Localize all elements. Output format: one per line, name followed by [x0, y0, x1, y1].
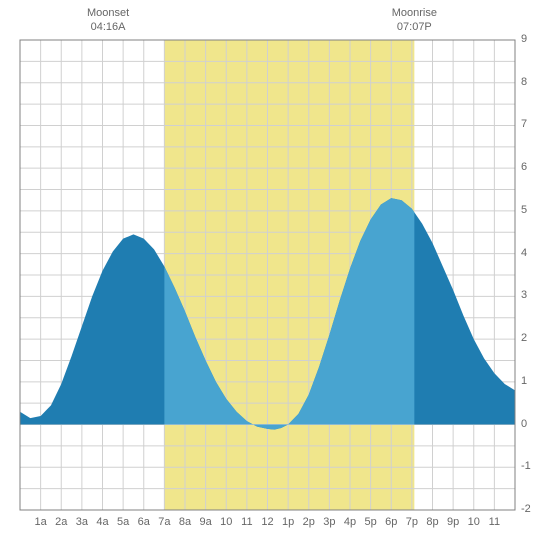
- x-tick: 4a: [96, 516, 108, 528]
- y-tick: 7: [521, 118, 527, 130]
- x-tick: 3a: [76, 516, 88, 528]
- x-tick: 10: [220, 516, 232, 528]
- y-tick: -2: [521, 503, 531, 515]
- x-tick: 10: [468, 516, 480, 528]
- x-tick: 9a: [200, 516, 212, 528]
- x-tick: 1p: [282, 516, 294, 528]
- x-tick: 7a: [158, 516, 170, 528]
- x-tick: 8a: [179, 516, 191, 528]
- y-tick: 0: [521, 418, 527, 430]
- y-tick: -1: [521, 460, 531, 472]
- chart-svg: [0, 0, 550, 550]
- y-tick: 6: [521, 161, 527, 173]
- moonrise-label: Moonrise: [392, 7, 437, 19]
- moonset-annotation: Moonset04:16A: [87, 6, 129, 35]
- y-tick: 3: [521, 289, 527, 301]
- x-tick: 8p: [426, 516, 438, 528]
- moonrise-annotation: Moonrise07:07P: [392, 6, 437, 35]
- y-tick: 4: [521, 247, 527, 259]
- x-tick: 11: [241, 516, 252, 528]
- y-tick: 2: [521, 332, 527, 344]
- x-tick: 2p: [303, 516, 315, 528]
- x-tick: 6p: [385, 516, 397, 528]
- moonset-time: 04:16A: [87, 20, 129, 34]
- y-tick: 8: [521, 76, 527, 88]
- x-tick: 6a: [138, 516, 150, 528]
- x-tick: 2a: [55, 516, 67, 528]
- x-tick: 7p: [406, 516, 418, 528]
- y-tick: 5: [521, 204, 527, 216]
- x-tick: 3p: [323, 516, 335, 528]
- y-tick: 1: [521, 375, 527, 387]
- x-tick: 1a: [35, 516, 47, 528]
- x-tick: 4p: [344, 516, 356, 528]
- x-tick: 12: [261, 516, 273, 528]
- moonrise-time: 07:07P: [392, 20, 437, 34]
- x-tick: 9p: [447, 516, 459, 528]
- x-tick: 11: [489, 516, 500, 528]
- x-tick: 5a: [117, 516, 129, 528]
- x-tick: 5p: [365, 516, 377, 528]
- tide-chart: -2-101234567891a2a3a4a5a6a7a8a9a1011121p…: [0, 0, 550, 550]
- moonset-label: Moonset: [87, 7, 129, 19]
- y-tick: 9: [521, 33, 527, 45]
